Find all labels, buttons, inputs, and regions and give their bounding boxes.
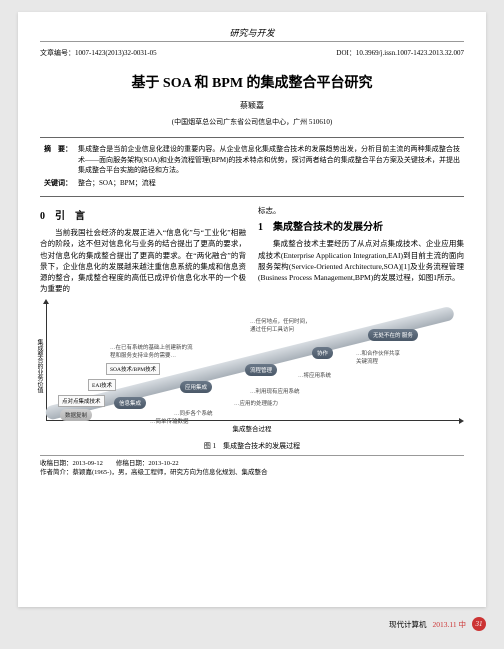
sec1-title: 集成整合技术的发展分析 <box>273 222 383 233</box>
sec0-title: 引 言 <box>55 211 85 222</box>
y-axis <box>46 303 47 421</box>
y-axis-label: 集成整合的业务价值 <box>35 339 44 393</box>
doi: DOI：10.3969/j.issn.1007-1423.2013.32.007 <box>336 48 464 58</box>
sec0-num: 0 <box>40 211 45 222</box>
author-bio: 作者简介：蔡颖嘉(1965-)，男，高级工程师，研究方向为信息化规划、集成整合 <box>40 468 464 477</box>
page-footer: 现代计算机 2013.11 中 31 <box>389 617 486 631</box>
recv-label: 收稿日期： <box>40 460 73 467</box>
recv-date: 2013-09-12 <box>73 460 103 467</box>
chart-right-label: …同步各个系统 <box>174 409 213 417</box>
bio-label: 作者简介： <box>40 469 73 476</box>
chart-node: 信息集成 <box>114 397 146 409</box>
section-1-heading: 1 集成整合技术的发展分析 <box>258 220 464 235</box>
sec1-paragraph: 集成整合技术主要经历了从点对点集成技术、企业应用集成技术(Enterprise … <box>258 238 464 283</box>
article-no-value: 1007-1423(2013)32-0031-05 <box>75 49 157 57</box>
section-header: 研究与开发 <box>40 26 464 42</box>
section-0-heading: 0 引 言 <box>40 209 246 224</box>
keywords-text: 整合；SOA；BPM；流程 <box>78 178 460 189</box>
abstract-text: 集成整合是当前企业信息化建设的重要内容。从企业信息化集成整合技术的发展趋势出发，… <box>78 144 460 176</box>
rev-date: 2013-10-22 <box>148 460 178 467</box>
doi-label: DOI： <box>336 49 355 57</box>
figure-1-caption: 图 1 集成整合技术的发展过程 <box>40 441 464 451</box>
footer-meta: 收稿日期：2013-09-12 修稿日期：2013-10-22 作者简介：蔡颖嘉… <box>40 455 464 477</box>
chart-right-label: …和合作伙伴共享 关键流程 <box>356 349 400 365</box>
chart-right-label: …将应用系统 <box>298 371 331 379</box>
chart-node: 流程管理 <box>245 364 277 376</box>
dates-line: 收稿日期：2013-09-12 修稿日期：2013-10-22 <box>40 459 464 468</box>
page-number-badge: 31 <box>472 617 486 631</box>
intro-paragraph: 当前我国社会经济的发展正进入“信息化”与“工业化”相融合的阶段，这不但对信息化与… <box>40 227 246 295</box>
column-left: 0 引 言 当前我国社会经济的发展正进入“信息化”与“工业化”相融合的阶段，这不… <box>40 205 246 295</box>
chart-left-box: 点对点集成技术 <box>58 395 105 407</box>
chart-right-label: …应用的处理能力 <box>234 399 278 407</box>
y-axis-arrow-icon <box>43 299 49 304</box>
journal-name: 现代计算机 <box>389 619 427 630</box>
affiliation: (中国烟草总公司广东省公司信息中心，广州 510610) <box>40 117 464 127</box>
abstract-label: 摘 要： <box>44 144 78 176</box>
chart-node: 应用集成 <box>180 381 212 393</box>
rev-label: 修稿日期： <box>116 460 149 467</box>
x-axis-label: 集成整合过程 <box>233 423 272 433</box>
x-axis <box>46 420 460 421</box>
bio-text: 蔡颖嘉(1965-)，男，高级工程师，研究方向为信息化规划、集成整合 <box>73 469 268 476</box>
issue: 2013.11 中 <box>433 619 466 630</box>
chart-note: …任何地点，任何时间， 通过任何工具访问 <box>250 317 311 333</box>
sec1-num: 1 <box>258 222 263 233</box>
article-no-label: 文章编号： <box>40 49 75 57</box>
chart-node: 协作 <box>312 347 333 359</box>
meta-row: 文章编号：1007-1423(2013)32-0031-05 DOI：10.39… <box>40 48 464 58</box>
doi-value: 10.3969/j.issn.1007-1423.2013.32.007 <box>356 49 464 57</box>
paper-page: 研究与开发 文章编号：1007-1423(2013)32-0031-05 DOI… <box>18 12 486 607</box>
chart-left-box: EAI技术 <box>88 379 116 391</box>
abstract-block: 摘 要： 集成整合是当前企业信息化建设的重要内容。从企业信息化集成整合技术的发展… <box>40 137 464 197</box>
chart-right-label: …利用现有应用系统 <box>250 387 300 395</box>
chart-node: 数据复制 <box>60 409 92 421</box>
figure-1-chart: 集成整合的业务价值 集成整合过程 数据复制信息集成应用集成流程管理协作无处不在的… <box>40 299 464 439</box>
chart-node: 无处不在的 服务 <box>368 329 418 341</box>
chart-right-label: …简单传输数据 <box>150 417 189 425</box>
paper-title: 基于 SOA 和 BPM 的集成整合平台研究 <box>40 72 464 92</box>
body-columns: 0 引 言 当前我国社会经济的发展正进入“信息化”与“工业化”相融合的阶段，这不… <box>40 205 464 295</box>
column-right: 标志。 1 集成整合技术的发展分析 集成整合技术主要经历了从点对点集成技术、企业… <box>258 205 464 295</box>
x-axis-arrow-icon <box>459 418 464 424</box>
article-number: 文章编号：1007-1423(2013)32-0031-05 <box>40 48 157 58</box>
chart-note: …在已有系统的基础上创建新的流 程和服务支持业务的需要… <box>110 343 193 359</box>
intro-tail: 标志。 <box>258 205 464 216</box>
chart-left-box: SOA技术/BPM技术 <box>106 363 160 375</box>
keywords-label: 关键词： <box>44 178 78 189</box>
author: 蔡颖嘉 <box>40 100 464 111</box>
